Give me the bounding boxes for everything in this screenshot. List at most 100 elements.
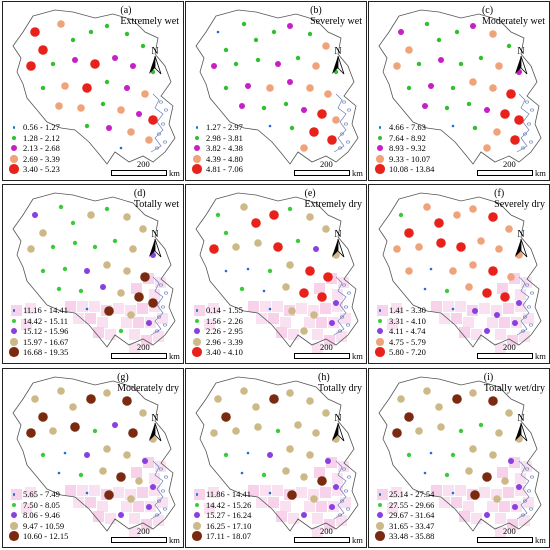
grid-cell	[113, 487, 124, 498]
grid-cell	[332, 473, 343, 484]
station-point	[484, 512, 490, 518]
legend-symbol	[376, 154, 384, 163]
island	[343, 122, 349, 126]
grid-cell	[497, 467, 508, 478]
station-point	[240, 203, 248, 211]
legend-symbol	[378, 308, 382, 312]
legend-item: 7.64 - 8.92	[374, 133, 434, 144]
station-point	[483, 144, 491, 152]
island	[162, 323, 168, 327]
scale-bar: 200 km	[111, 342, 181, 361]
grid-cell	[459, 327, 470, 338]
station-point	[118, 328, 124, 334]
grid-cell	[320, 303, 331, 314]
province-boundary	[378, 9, 542, 165]
station-point	[282, 283, 290, 291]
station-point	[139, 225, 147, 233]
station-point	[124, 85, 130, 91]
station-point	[103, 389, 111, 397]
station-point	[506, 89, 516, 99]
station-point	[286, 389, 294, 397]
legend-item: 15.12 - 15.96	[8, 326, 68, 337]
coastline	[333, 460, 347, 520]
legend-item: 1.41 - 3.30	[374, 305, 426, 316]
legend-symbol	[11, 328, 17, 335]
grid-cell	[153, 331, 164, 342]
station-point	[327, 135, 337, 145]
grid-cell	[260, 301, 271, 312]
grid-cell	[338, 277, 349, 288]
station-point	[117, 289, 125, 297]
station-point	[104, 79, 110, 85]
station-point	[123, 451, 131, 459]
map-panel-d: (d) Totally wet N 11.16 - 14.41 14.42 - 15.…	[2, 184, 184, 364]
station-point	[405, 46, 413, 54]
grid-cell	[149, 289, 160, 300]
station-point	[289, 125, 295, 131]
grid-cell	[121, 317, 132, 328]
legend-label: 1.27 - 2.97	[206, 122, 243, 132]
legend-label: 15.12 - 15.96	[23, 326, 69, 336]
island	[337, 329, 343, 333]
legend-label: 4.11 - 4.74	[389, 326, 426, 336]
legend: 25.14 - 27.54 27.55 - 29.66 29.67 - 31.64 3…	[374, 489, 434, 542]
grid-cell	[105, 513, 116, 524]
station-point	[317, 292, 327, 302]
station-point	[233, 61, 239, 67]
station-point	[275, 61, 281, 67]
station-point	[286, 445, 294, 453]
grid-cell	[155, 277, 166, 288]
coastline	[516, 460, 530, 520]
legend-item: 1.27 - 2.97	[191, 122, 243, 133]
grid-cell	[340, 313, 351, 324]
legend-item: 0.14 - 1.55	[191, 305, 243, 316]
station-point	[494, 312, 500, 318]
legend-label: 27.55 - 29.66	[389, 499, 435, 510]
station-point	[128, 428, 138, 438]
legend-symbol	[195, 492, 199, 496]
legend-label: 15.27 - 16.24	[206, 510, 252, 520]
station-point	[223, 452, 229, 458]
grid-cell	[121, 501, 132, 512]
legend-symbol	[9, 164, 19, 175]
legend-symbol	[195, 308, 199, 312]
station-point	[300, 144, 308, 152]
map-panel-c: (c) Moderately wet N 4.66 - 7.63 7.64 - 8.9…	[368, 1, 550, 181]
grid-cell	[89, 485, 100, 496]
legend-item: 8.06 - 9.46	[8, 510, 68, 521]
station-point	[246, 451, 250, 455]
scale-value: 200	[137, 526, 150, 536]
legend-label: 7.64 - 8.92	[389, 132, 426, 143]
grid-cell	[479, 487, 490, 498]
grid-cell	[439, 313, 450, 324]
station-point	[501, 477, 509, 485]
legend-symbol	[9, 531, 19, 542]
grid-cell	[523, 313, 534, 324]
legend-item: 3.82 - 4.38	[191, 143, 243, 154]
scale-value: 200	[503, 526, 516, 536]
station-point	[127, 311, 135, 319]
panel-title: (f) Severely dry	[494, 188, 545, 210]
station-point	[232, 243, 240, 251]
island	[156, 132, 162, 136]
station-point	[406, 452, 412, 458]
grid-cell	[155, 461, 166, 472]
station-point	[148, 298, 158, 308]
grid-cell	[499, 317, 510, 328]
panel-title: (e) Extremely dry	[304, 188, 362, 210]
grid-cell	[312, 513, 323, 524]
scale-bar: 200 km	[111, 159, 181, 178]
legend-item: 31.65 - 33.47	[374, 521, 434, 532]
legend-item: 4.11 - 4.74	[374, 326, 426, 337]
grid-cell	[256, 313, 267, 324]
station-point	[449, 267, 457, 275]
grid-cell	[131, 467, 142, 478]
scale-bar-graphic	[294, 170, 350, 176]
station-point	[309, 127, 319, 137]
station-point	[211, 63, 217, 69]
station-point	[283, 101, 289, 107]
station-point	[472, 125, 478, 131]
station-point	[512, 320, 518, 326]
station-point	[267, 452, 273, 458]
panel-title: (d) Totally wet	[133, 188, 179, 210]
